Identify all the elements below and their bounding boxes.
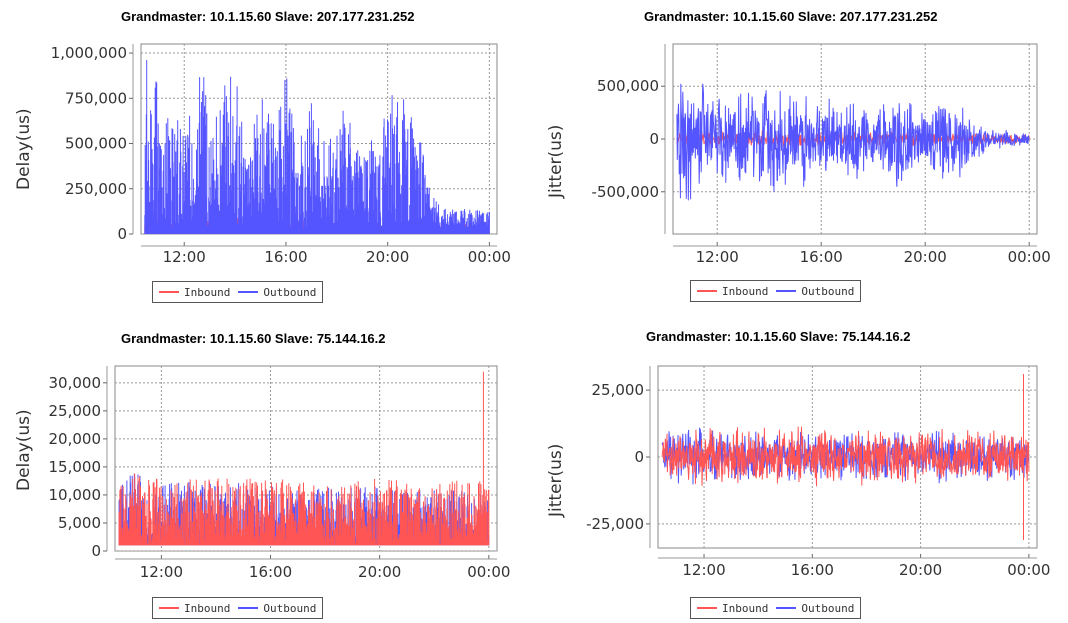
y-tick-label: 25,000 [592, 381, 645, 399]
y-tick-label: 0 [634, 448, 644, 466]
legend-label-inbound: Inbound [184, 601, 231, 615]
x-tick-label: 20:00 [358, 563, 401, 581]
chart-panel-jitter-top: Grandmaster: 10.1.15.60 Slave: 207.177.2… [534, 0, 1068, 311]
legend-item-outbound: Outbound [776, 602, 854, 615]
legend-label-outbound: Outbound [801, 284, 855, 298]
x-tick-label: 20:00 [904, 248, 947, 266]
y-tick-label: -500,000 [592, 183, 659, 201]
x-tick-label: 00:00 [1008, 248, 1051, 266]
y-tick-label: -25,000 [586, 515, 644, 533]
x-tick-label: 16:00 [264, 248, 307, 266]
y-tick-label: 500,000 [597, 77, 659, 95]
series-line-outbound [676, 83, 1030, 201]
x-tick-label: 12:00 [163, 248, 206, 266]
legend-swatch-inbound [697, 290, 717, 292]
chart-legend: Inbound Outbound [152, 281, 324, 303]
chart-plot: 12:00 16:00 20:00 00:00 0 250,000 500,000 750,0… [51, 43, 511, 266]
x-tick-label: 12:00 [682, 561, 725, 579]
chart-panel-delay-bottom: Grandmaster: 10.1.15.60 Slave: 75.144.16… [0, 311, 534, 622]
x-tick-label: 20:00 [366, 248, 409, 266]
y-tick-label: 0 [649, 130, 659, 148]
legend-swatch-inbound [159, 607, 179, 609]
chart-panel-delay-top: Grandmaster: 10.1.15.60 Slave: 207.177.2… [0, 0, 534, 311]
legend-item-outbound: Outbound [238, 602, 316, 615]
x-tick-label: 00:00 [468, 248, 511, 266]
legend-item-outbound: Outbound [776, 285, 854, 298]
y-tick-label: 0 [91, 542, 101, 560]
legend-item-outbound: Outbound [238, 286, 316, 299]
x-tick-label: 12:00 [140, 563, 183, 581]
x-tick-label: 00:00 [1007, 561, 1050, 579]
y-tick-label: 250,000 [65, 180, 127, 198]
chart-plot: 12:00 16:00 20:00 00:00 0 5,000 10,000 15,000 20… [49, 365, 510, 581]
chart-title: Grandmaster: 10.1.15.60 Slave: 207.177.2… [644, 9, 938, 24]
legend-item-inbound: Inbound [697, 602, 768, 615]
series-line-inbound [118, 371, 490, 546]
chart-panel-jitter-bottom: Grandmaster: 10.1.15.60 Slave: 75.144.16… [534, 311, 1068, 622]
legend-swatch-outbound [238, 607, 259, 609]
series-line-outbound [144, 60, 490, 234]
legend-item-inbound: Inbound [697, 285, 768, 298]
chart-plot: 12:00 16:00 20:00 00:00 -500,000 0 500,000 [592, 43, 1051, 266]
chart-title: Grandmaster: 10.1.15.60 Slave: 207.177.2… [121, 9, 415, 24]
legend-label-inbound: Inbound [184, 285, 231, 299]
legend-swatch-inbound [159, 291, 179, 293]
x-tick-label: 00:00 [467, 563, 510, 581]
y-tick-label: 25,000 [49, 402, 102, 420]
legend-item-inbound: Inbound [159, 286, 230, 299]
y-tick-label: 10,000 [49, 486, 102, 504]
x-tick-label: 16:00 [791, 561, 834, 579]
x-tick-label: 20:00 [899, 561, 942, 579]
legend-swatch-inbound [697, 607, 717, 609]
y-tick-label: 30,000 [49, 374, 102, 392]
y-tick-label: 0 [117, 225, 127, 243]
chart-legend: Inbound Outbound [690, 597, 862, 619]
y-tick-label: 5,000 [58, 514, 101, 532]
legend-item-inbound: Inbound [159, 602, 230, 615]
y-tick-label: 500,000 [65, 135, 127, 153]
legend-label-inbound: Inbound [722, 601, 769, 615]
legend-label-outbound: Outbound [263, 285, 317, 299]
y-tick-label: 1,000,000 [51, 44, 127, 62]
y-tick-label: 750,000 [65, 89, 127, 107]
legend-swatch-outbound [776, 290, 797, 292]
y-tick-label: 20,000 [49, 430, 102, 448]
chart-legend: Inbound Outbound [152, 597, 324, 619]
y-tick-label: 15,000 [49, 458, 102, 476]
x-tick-label: 16:00 [800, 248, 843, 266]
chart-legend: Inbound Outbound [690, 280, 862, 302]
x-tick-label: 16:00 [249, 563, 292, 581]
legend-swatch-outbound [238, 291, 259, 293]
legend-label-inbound: Inbound [722, 284, 769, 298]
chart-plot: 12:00 16:00 20:00 00:00 -25,000 0 25,000 [586, 365, 1050, 579]
chart-title: Grandmaster: 10.1.15.60 Slave: 75.144.16… [646, 329, 911, 344]
chart-title: Grandmaster: 10.1.15.60 Slave: 75.144.16… [121, 331, 386, 346]
legend-label-outbound: Outbound [801, 601, 855, 615]
legend-swatch-outbound [776, 607, 797, 609]
x-tick-label: 12:00 [696, 248, 739, 266]
series-line-inbound [661, 374, 1030, 540]
legend-label-outbound: Outbound [263, 601, 317, 615]
